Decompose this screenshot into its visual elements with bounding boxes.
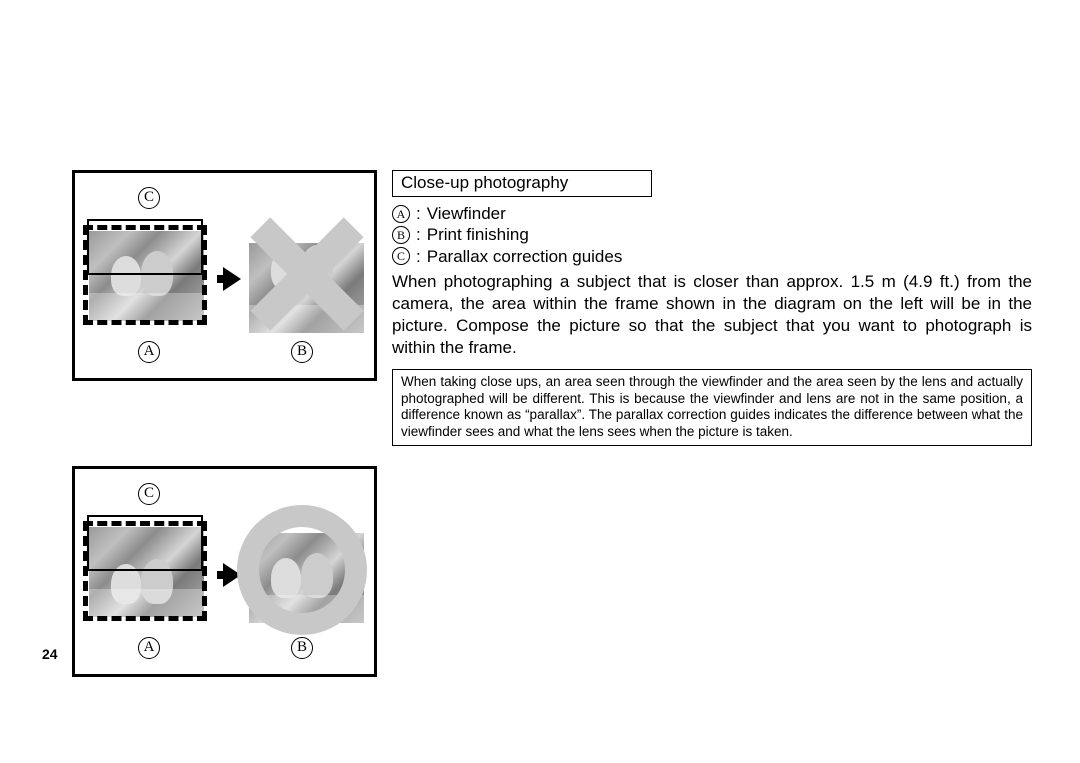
legend-text-a: Viewfinder bbox=[427, 203, 506, 224]
label-c-1: C bbox=[138, 187, 160, 209]
heading: Close-up photography bbox=[392, 170, 652, 197]
parallax-guide-1 bbox=[87, 219, 203, 275]
o-mark-icon bbox=[237, 505, 367, 635]
arrow-icon bbox=[223, 267, 241, 291]
label-c-2: C bbox=[138, 483, 160, 505]
legend-symbol-c: C bbox=[392, 247, 410, 265]
legend-colon: : bbox=[416, 246, 421, 267]
legend-item-c: C : Parallax correction guides bbox=[392, 246, 1032, 267]
diagram-incorrect: C A B bbox=[72, 170, 377, 381]
label-b-2: B bbox=[291, 637, 313, 659]
legend-text-c: Parallax correction guides bbox=[427, 246, 623, 267]
label-a-2: A bbox=[138, 637, 160, 659]
note-box: When taking close ups, an area seen thro… bbox=[392, 369, 1032, 446]
legend-item-b: B : Print finishing bbox=[392, 224, 1032, 245]
page-number: 24 bbox=[42, 646, 58, 662]
label-b-1: B bbox=[291, 341, 313, 363]
legend-symbol-b: B bbox=[392, 226, 410, 244]
x-mark-icon bbox=[247, 213, 367, 333]
parallax-guide-2 bbox=[87, 515, 203, 571]
text-column: Close-up photography A : Viewfinder B : … bbox=[392, 170, 1032, 446]
body-paragraph: When photographing a subject that is clo… bbox=[392, 271, 1032, 359]
label-a-1: A bbox=[138, 341, 160, 363]
legend-text-b: Print finishing bbox=[427, 224, 529, 245]
legend-colon: : bbox=[416, 203, 421, 224]
diagram-correct: C A B bbox=[72, 466, 377, 677]
legend-symbol-a: A bbox=[392, 205, 410, 223]
legend-item-a: A : Viewfinder bbox=[392, 203, 1032, 224]
legend-colon: : bbox=[416, 224, 421, 245]
legend: A : Viewfinder B : Print finishing C : P… bbox=[392, 203, 1032, 267]
